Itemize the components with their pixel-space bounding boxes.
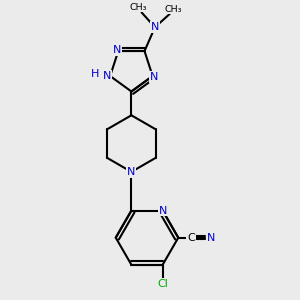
Text: N: N: [151, 22, 159, 32]
Text: N: N: [158, 206, 167, 216]
Text: N: N: [127, 167, 136, 177]
Text: CH₃: CH₃: [164, 5, 182, 14]
Text: N: N: [150, 72, 158, 82]
Text: Cl: Cl: [157, 279, 168, 289]
Text: H: H: [91, 69, 99, 79]
Text: N: N: [207, 233, 215, 243]
Text: C: C: [187, 233, 195, 243]
Text: N: N: [112, 46, 121, 56]
Text: N: N: [102, 71, 111, 81]
Text: CH₃: CH₃: [130, 2, 147, 11]
